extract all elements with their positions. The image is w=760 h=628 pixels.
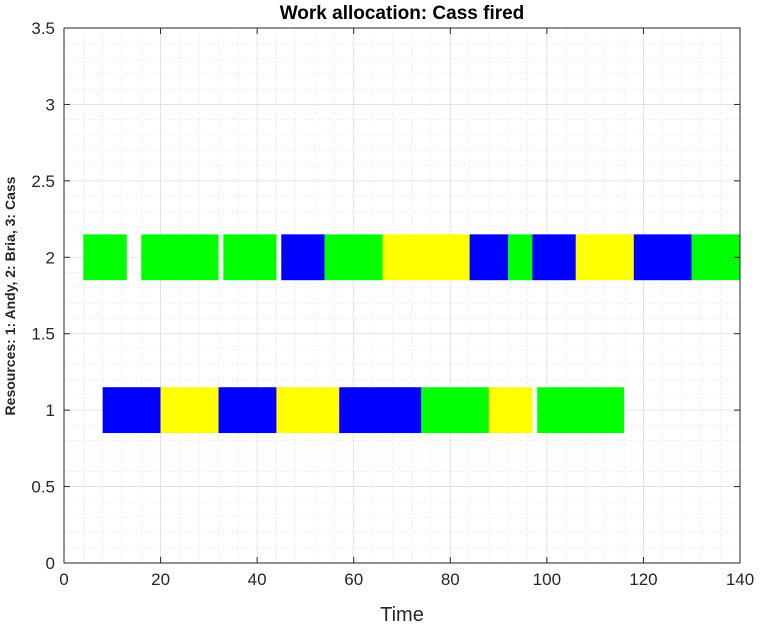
x-tick-label: 80 [441,570,460,589]
y-tick-label: 3 [46,95,55,114]
task-bar-resource-1 [421,387,489,434]
axis-ticks [63,27,741,564]
y-tick-label: 2.5 [31,172,55,191]
plot-area [64,28,740,563]
task-bar-resource-2 [281,234,325,281]
x-tick-label: 120 [629,570,657,589]
y-tick-label: 1.5 [31,325,55,344]
task-bar-resource-1 [102,387,161,434]
task-bar-resource-2 [469,234,509,281]
task-bar-resource-2 [508,234,533,281]
y-tick-label: 3.5 [31,19,55,38]
task-bar-resource-1 [339,387,422,434]
task-bar-resource-2 [324,234,383,281]
task-bar-resource-2 [691,234,740,281]
x-tick-label: 140 [726,570,754,589]
task-bar-resource-2 [83,234,127,281]
x-axis-label: Time [380,604,424,626]
chart-title: Work allocation: Cass fired [280,3,525,24]
minor-grid [63,27,741,564]
y-tick-labels: 0 0.5 1 1.5 2 2.5 3 3.5 [31,19,55,573]
x-tick-labels: 0 20 40 60 80 100 120 140 [59,570,754,589]
y-tick-label: 2 [46,248,55,267]
axes-box [63,27,741,564]
task-bar-resource-2 [382,234,470,281]
task-bars [83,234,740,434]
task-bar-resource-2 [141,234,219,281]
x-tick-label: 0 [59,570,68,589]
x-tick-label: 100 [533,570,561,589]
task-bar-resource-1 [537,387,625,434]
x-tick-label: 40 [248,570,267,589]
y-tick-label: 0 [46,554,55,573]
task-bar-resource-1 [218,387,277,434]
task-bar-resource-1 [488,387,533,434]
task-bar-resource-2 [532,234,576,281]
task-bar-resource-1 [160,387,219,434]
x-tick-label: 60 [344,570,363,589]
task-bar-resource-2 [223,234,277,281]
task-bar-resource-2 [575,234,634,281]
task-bar-resource-2 [633,234,692,281]
y-tick-label: 1 [46,401,55,420]
x-tick-label: 20 [151,570,170,589]
task-bar-resource-1 [276,387,340,434]
y-axis-label: Resources: 1: Andy, 2: Bria, 3: Cass [2,176,18,415]
y-tick-label: 0.5 [31,478,55,497]
